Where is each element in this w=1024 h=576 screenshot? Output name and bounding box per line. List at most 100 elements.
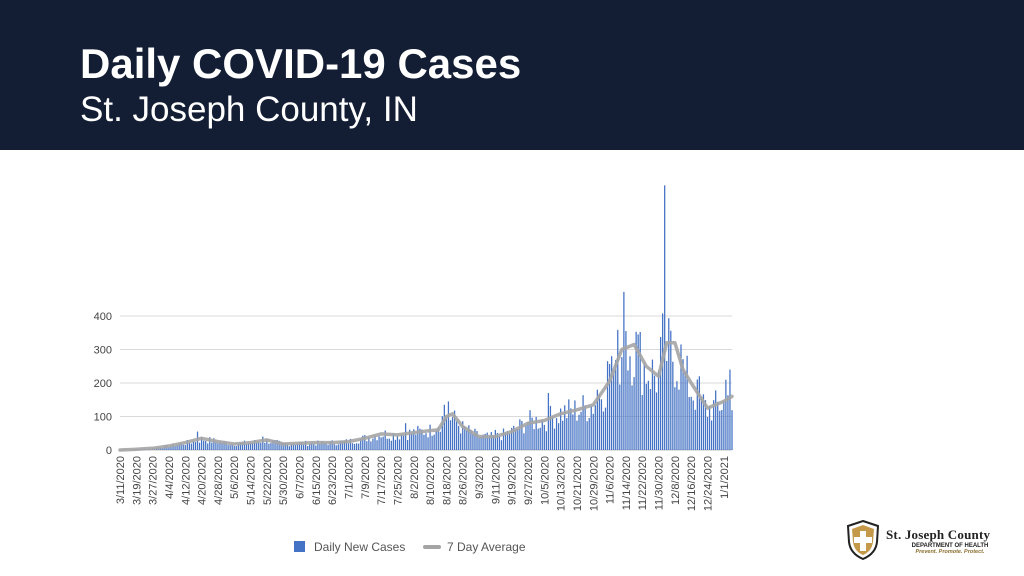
daily-cases-bar <box>578 414 580 450</box>
daily-cases-bar <box>431 435 433 450</box>
daily-cases-bar <box>347 443 350 450</box>
daily-cases-bar <box>386 438 388 450</box>
daily-cases-bar <box>394 439 397 450</box>
daily-cases-bar <box>443 404 445 450</box>
daily-cases-bar <box>453 410 456 450</box>
daily-cases-bar <box>270 443 272 450</box>
x-tick-label: 10/21/2020 <box>572 456 584 511</box>
daily-cases-bar <box>584 405 586 450</box>
daily-cases-bar <box>568 399 570 450</box>
daily-cases-bar <box>533 429 535 450</box>
daily-cases-bar <box>576 420 578 450</box>
x-tick-label: 9/19/2020 <box>507 456 519 505</box>
daily-cases-bar <box>621 357 623 450</box>
daily-cases-bar <box>407 439 409 450</box>
daily-cases-bar <box>659 337 662 450</box>
daily-cases-bar <box>170 445 172 450</box>
x-tick-label: 4/4/2020 <box>164 456 176 499</box>
legend-swatch-daily-new-cases <box>294 541 305 552</box>
x-tick-label: 12/16/2020 <box>686 456 698 511</box>
x-tick-label: 8/18/2020 <box>441 456 453 505</box>
daily-cases-bar <box>364 435 366 450</box>
daily-cases-bar <box>433 434 435 450</box>
daily-cases-bar <box>280 441 282 450</box>
daily-cases-bar <box>227 445 229 450</box>
legend-label-daily-new-cases: Daily New Cases <box>314 540 405 554</box>
daily-cases-bar <box>725 379 727 450</box>
daily-cases-bar <box>670 330 672 450</box>
daily-cases-bar <box>178 444 180 450</box>
daily-cases-bar <box>251 442 254 450</box>
daily-cases-bar <box>572 414 574 450</box>
shield-icon <box>846 520 880 560</box>
daily-cases-bar <box>300 442 303 450</box>
x-tick-label: 3/11/2020 <box>115 456 127 504</box>
daily-cases-bar <box>717 401 719 450</box>
logo-department: DEPARTMENT OF HEALTH <box>911 543 989 549</box>
daily-cases-bar <box>286 443 288 450</box>
daily-cases-bar <box>374 435 376 450</box>
daily-cases-bar <box>474 428 476 450</box>
daily-cases-bar <box>682 359 684 450</box>
daily-cases-bar <box>417 425 419 450</box>
daily-cases-bar <box>382 436 384 450</box>
daily-cases-bar <box>290 444 292 450</box>
daily-cases-bar <box>509 433 511 450</box>
daily-cases-bar <box>641 395 643 450</box>
x-tick-label: 9/11/2020 <box>490 456 502 504</box>
x-tick-label: 6/23/2020 <box>327 456 339 505</box>
daily-cases-bar <box>547 393 550 450</box>
daily-cases-bar <box>339 440 341 450</box>
x-tick-label: 10/29/2020 <box>588 456 600 511</box>
daily-cases-bar <box>378 436 380 450</box>
daily-cases-bar <box>319 443 321 450</box>
daily-cases-bar <box>513 425 515 450</box>
daily-cases-bar <box>560 408 562 450</box>
daily-cases-bar <box>241 442 244 450</box>
daily-cases-bar <box>321 440 323 450</box>
daily-cases-bar <box>209 437 211 450</box>
daily-cases-bar <box>409 429 411 450</box>
daily-cases-bar <box>472 434 474 450</box>
daily-cases-bar <box>529 410 531 450</box>
daily-cases-bar <box>662 313 664 450</box>
daily-cases-bar <box>207 443 209 450</box>
daily-cases-bar <box>421 429 423 450</box>
daily-cases-bar <box>182 444 184 450</box>
daily-cases-bar <box>557 423 560 450</box>
daily-cases-bar <box>233 445 235 450</box>
daily-cases-bar <box>647 380 649 450</box>
daily-cases-bar <box>445 416 448 450</box>
daily-cases-bar <box>506 430 509 450</box>
daily-cases-bar <box>635 331 637 450</box>
daily-cases-bar <box>231 443 233 450</box>
daily-cases-bar <box>645 383 647 450</box>
daily-cases-bar <box>666 360 668 450</box>
x-tick-label: 7/17/2020 <box>376 456 388 505</box>
daily-cases-bar <box>309 444 311 450</box>
daily-cases-bar <box>333 443 335 450</box>
y-tick-label: 0 <box>106 445 112 457</box>
x-tick-label: 8/2/2020 <box>409 456 421 499</box>
x-tick-label: 8/10/2020 <box>425 456 437 505</box>
daily-cases-bar <box>657 370 660 450</box>
daily-cases-bar <box>425 433 427 450</box>
daily-cases-bar <box>537 428 539 450</box>
daily-cases-bar <box>553 428 556 450</box>
daily-cases-bar <box>268 443 270 450</box>
x-tick-label: 9/3/2020 <box>474 456 486 499</box>
daily-cases-bar <box>264 442 266 450</box>
y-tick-label: 200 <box>94 378 112 390</box>
title-banner: Daily COVID-19 Cases St. Joseph County, … <box>0 0 1024 150</box>
daily-cases-bar <box>674 387 676 450</box>
daily-cases-bar <box>521 420 523 450</box>
daily-cases-bar <box>380 437 382 450</box>
daily-cases-bar <box>311 442 313 450</box>
daily-cases-bar <box>294 444 297 450</box>
daily-cases-bar <box>396 436 399 450</box>
daily-cases-bar <box>615 360 617 450</box>
daily-cases-bar <box>203 440 205 450</box>
daily-cases-bar <box>211 442 213 450</box>
daily-cases-bar <box>455 421 458 450</box>
daily-cases-bar <box>531 417 533 450</box>
